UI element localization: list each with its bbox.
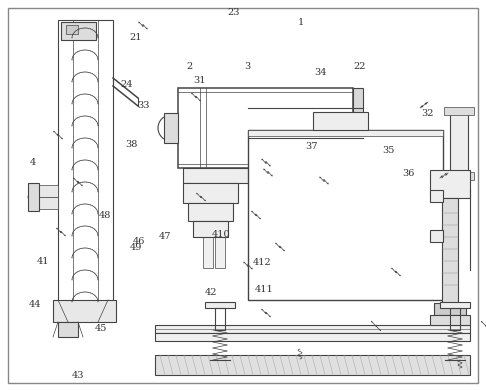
- Text: 412: 412: [253, 258, 272, 267]
- Bar: [450, 308, 460, 330]
- Text: 44: 44: [29, 300, 41, 309]
- Text: 33: 33: [137, 101, 150, 110]
- Bar: [430, 190, 443, 202]
- Bar: [178, 88, 353, 168]
- Text: 45: 45: [95, 324, 107, 333]
- Bar: [215, 168, 225, 268]
- Text: 24: 24: [120, 79, 133, 89]
- Text: 3: 3: [245, 62, 251, 71]
- Bar: [434, 303, 466, 315]
- Text: 37: 37: [305, 142, 317, 151]
- Bar: [248, 130, 443, 300]
- Text: 48: 48: [99, 211, 111, 221]
- Bar: [66, 25, 78, 34]
- Text: 23: 23: [227, 8, 240, 17]
- Text: 4: 4: [30, 158, 36, 167]
- Bar: [248, 130, 443, 136]
- Bar: [164, 113, 178, 143]
- Text: 42: 42: [205, 288, 218, 297]
- Bar: [188, 203, 233, 221]
- Bar: [155, 333, 470, 341]
- Bar: [323, 168, 355, 176]
- Bar: [430, 315, 470, 325]
- Bar: [53, 300, 116, 322]
- Bar: [193, 221, 228, 237]
- Bar: [430, 170, 470, 198]
- Bar: [450, 112, 468, 172]
- Text: 43: 43: [71, 371, 84, 380]
- Bar: [430, 230, 443, 242]
- Bar: [58, 322, 78, 337]
- Bar: [28, 183, 39, 211]
- Bar: [61, 22, 96, 40]
- Text: 47: 47: [159, 232, 172, 241]
- Bar: [155, 325, 470, 333]
- Text: 46: 46: [132, 237, 145, 246]
- Bar: [38, 185, 58, 197]
- Text: 38: 38: [125, 140, 138, 149]
- Text: 1: 1: [298, 18, 304, 27]
- Bar: [442, 198, 458, 303]
- Text: 32: 32: [421, 109, 434, 118]
- Bar: [444, 107, 474, 115]
- Bar: [183, 168, 348, 183]
- Bar: [205, 302, 235, 308]
- Bar: [444, 172, 474, 180]
- Text: 41: 41: [36, 257, 49, 267]
- Bar: [58, 20, 113, 320]
- Bar: [353, 88, 363, 168]
- Text: 411: 411: [255, 285, 273, 294]
- Text: 34: 34: [314, 68, 327, 77]
- Bar: [203, 168, 213, 268]
- Text: 410: 410: [212, 230, 230, 239]
- Bar: [215, 308, 225, 330]
- Text: 21: 21: [130, 32, 142, 42]
- Bar: [38, 197, 58, 209]
- Text: 35: 35: [382, 146, 395, 155]
- Text: 49: 49: [130, 242, 142, 252]
- Bar: [183, 183, 238, 203]
- Bar: [155, 355, 470, 375]
- Text: 36: 36: [402, 169, 415, 179]
- Bar: [313, 112, 368, 130]
- Text: 22: 22: [353, 62, 366, 71]
- Bar: [440, 302, 470, 308]
- Text: 2: 2: [187, 62, 192, 71]
- Text: 31: 31: [193, 75, 206, 85]
